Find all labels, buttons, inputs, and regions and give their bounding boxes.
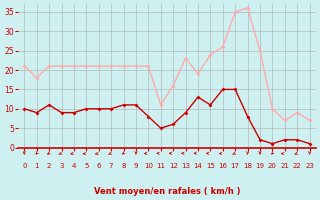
X-axis label: Vent moyen/en rafales ( km/h ): Vent moyen/en rafales ( km/h ) xyxy=(94,187,240,196)
